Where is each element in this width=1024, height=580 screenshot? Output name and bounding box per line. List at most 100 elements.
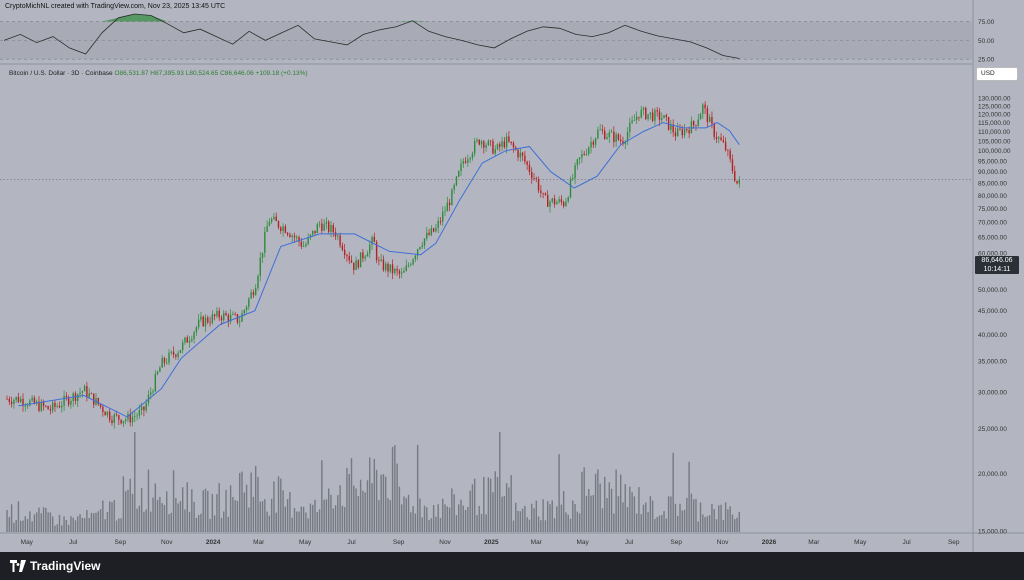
volume-bar [202, 490, 204, 532]
volume-bar [207, 490, 209, 532]
time-axis-label: Sep [115, 539, 127, 546]
volume-bar [562, 491, 565, 532]
candle-body [549, 201, 551, 207]
candle-body [275, 216, 277, 222]
volume-bar [191, 489, 193, 532]
volume-bar [426, 507, 428, 532]
candle-body [175, 354, 177, 357]
time-axis-label: Jul [347, 539, 356, 546]
candle-body [168, 352, 170, 363]
candle-body [416, 249, 419, 256]
volume-bar [435, 516, 437, 532]
volume-bar [140, 487, 143, 532]
volume-bar [405, 498, 407, 532]
candle-body [371, 236, 373, 245]
candle-body [104, 411, 106, 416]
volume-bar [494, 471, 496, 532]
time-axis-label: 2025 [484, 539, 499, 546]
candle-body [738, 179, 741, 184]
candle-body [400, 272, 403, 274]
volume-bar [499, 432, 501, 532]
candle-body [270, 219, 273, 222]
volume-bar [665, 518, 668, 532]
candle-body [138, 410, 141, 416]
volume-bar [296, 511, 298, 532]
candle-body [604, 130, 606, 139]
candle-body [245, 306, 248, 311]
time-axis-label: Sep [670, 539, 682, 546]
candle-body [26, 405, 29, 407]
candle-body [588, 147, 590, 155]
volume-bar [337, 495, 339, 532]
volume-bar [309, 503, 312, 532]
volume-bar [574, 504, 576, 532]
volume-bar [113, 500, 115, 532]
volume-bar [282, 490, 284, 532]
volume-bar [414, 513, 417, 532]
candle-body [658, 111, 661, 120]
candle-body [480, 141, 483, 145]
candle-body [209, 322, 211, 324]
price-axis-label: 30,000.00 [978, 390, 1007, 397]
volume-bar [492, 492, 494, 532]
volume-bar [692, 499, 695, 532]
candle-body [131, 416, 134, 423]
candle-body [583, 153, 585, 155]
volume-bar [104, 519, 106, 532]
volume-bar [56, 524, 58, 532]
volume-bar [250, 472, 252, 532]
volume-bar [462, 505, 464, 532]
candle-body [234, 313, 236, 315]
candle-body [692, 121, 695, 126]
candle-body [729, 150, 731, 160]
candle-body [159, 367, 161, 372]
volume-bar [590, 495, 592, 532]
volume-bar [17, 501, 20, 532]
volume-bar [29, 511, 31, 532]
volume-bar [186, 482, 188, 532]
candle-body [250, 292, 252, 299]
candle-body [581, 153, 583, 158]
volume-bar [168, 514, 170, 532]
ohlc-change: +109.18 (+0.13%) [255, 70, 308, 77]
volume-bar [661, 514, 663, 532]
candle-body [252, 292, 255, 296]
candle-body [93, 393, 95, 405]
candle-body [496, 144, 499, 150]
volume-bar [327, 488, 330, 532]
volume-bar [371, 483, 373, 532]
candle-body [312, 230, 314, 235]
candle-body [188, 340, 191, 343]
volume-bar [512, 520, 515, 532]
candle-body [553, 198, 556, 205]
volume-bar [706, 516, 709, 532]
candle-body [241, 313, 243, 322]
candle-body [280, 227, 282, 231]
volume-bar [159, 496, 161, 532]
time-axis-label: Mar [531, 539, 543, 546]
time-axis-label: 2024 [206, 539, 221, 546]
volume-bar [254, 465, 257, 532]
volume-bar [416, 444, 419, 532]
volume-bar [33, 514, 36, 532]
volume-bar [81, 517, 84, 532]
volume-bar [439, 517, 442, 532]
volume-bar [476, 515, 478, 532]
volume-bar [122, 476, 125, 532]
candle-body [731, 159, 734, 172]
volume-bar [695, 498, 697, 532]
volume-bar [558, 454, 560, 532]
price-axis-label: 85,000.00 [978, 181, 1007, 188]
volume-bar [556, 506, 558, 532]
candle-body [448, 202, 451, 206]
rsi-axis-label: 25.00 [978, 57, 995, 64]
currency-button[interactable]: USD [976, 67, 1018, 81]
candle-body [88, 393, 90, 398]
candle-body [615, 134, 617, 143]
candle-body [152, 391, 154, 393]
candle-body [348, 256, 350, 261]
price-axis-label: 75,000.00 [978, 206, 1007, 213]
volume-bar [604, 476, 606, 532]
volume-bar [510, 475, 512, 532]
